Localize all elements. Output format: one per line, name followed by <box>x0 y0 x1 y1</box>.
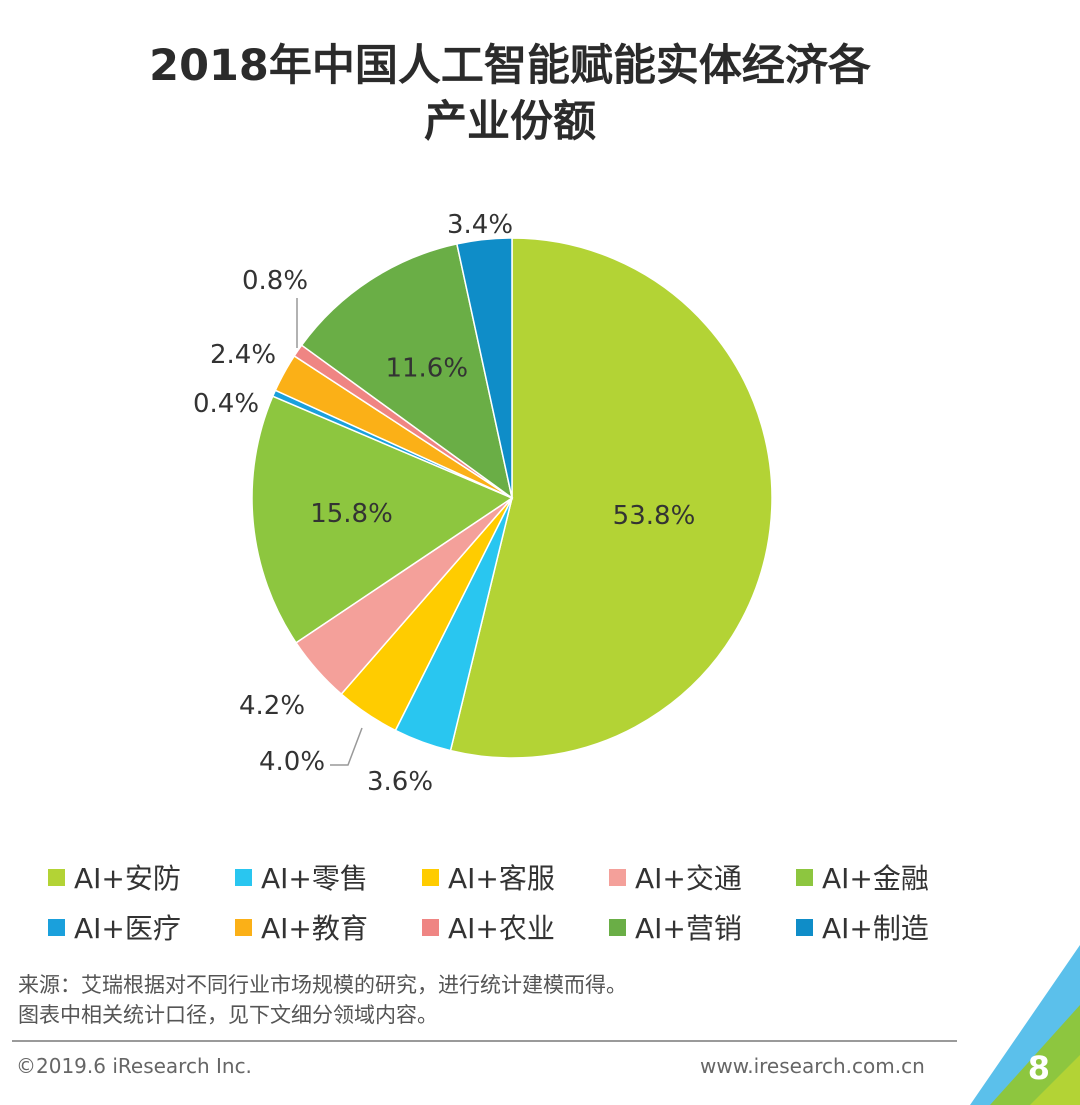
pie-slice <box>251 395 514 644</box>
legend-swatch <box>609 918 626 936</box>
legend-swatch <box>422 918 439 936</box>
legend-label: AI+营销 <box>635 912 742 945</box>
slice-value-label: 4.2% <box>239 691 305 721</box>
legend-label: AI+客服 <box>448 862 555 895</box>
slice-value-label: 15.8% <box>310 499 393 529</box>
chart-title-line1: 2018年中国人工智能赋能实体经济各 <box>149 41 871 91</box>
copyright-text: ©2019.6 iResearch Inc. <box>16 1054 252 1078</box>
chart-title-line2: 产业份额 <box>424 97 596 147</box>
legend-label: AI+交通 <box>635 862 742 895</box>
legend-item: AI+金融 <box>796 857 983 897</box>
source-line-1: 来源：艾瑞根据对不同行业市场规模的研究，进行统计建模而得。 <box>18 973 627 997</box>
slice-value-label: 3.6% <box>367 767 433 797</box>
legend-swatch <box>422 868 439 886</box>
legend-swatch <box>235 918 252 936</box>
page-number: 8 <box>1027 1049 1050 1087</box>
slice-value-label: 0.4% <box>193 389 259 419</box>
slice-value-label: 3.4% <box>447 210 513 240</box>
legend-swatch <box>796 918 813 936</box>
corner-lightgreen-shape <box>1030 1055 1080 1105</box>
source-line-2: 图表中相关统计口径，见下文细分领域内容。 <box>18 1003 438 1027</box>
slice-value-label: 2.4% <box>210 340 276 370</box>
corner-decoration <box>970 945 1080 1105</box>
pie-chart: 53.8% 3.6% 4.0% 4.2% 15.8% 0.4% 2.4% 0.8% 11.6% 3… <box>193 210 773 797</box>
legend-label: AI+零售 <box>261 862 368 895</box>
legend-item: AI+客服 <box>422 857 609 897</box>
slice-value-label: 53.8% <box>613 501 696 531</box>
legend-item: AI+营销 <box>609 907 796 947</box>
legend-item: AI+医疗 <box>48 907 235 947</box>
legend-swatch <box>609 868 626 886</box>
legend-label: AI+制造 <box>822 912 929 945</box>
legend: AI+安防 AI+零售 AI+客服 AI+交通 AI+金融 AI+医疗 AI+教育 AI+农… <box>48 852 1008 952</box>
legend-item: AI+安防 <box>48 857 235 897</box>
leader-line <box>330 727 363 766</box>
legend-item: AI+农业 <box>422 907 609 947</box>
legend-label: AI+金融 <box>822 862 929 895</box>
pie-slice <box>455 237 513 499</box>
legend-swatch <box>235 868 252 886</box>
legend-label: AI+安防 <box>74 862 181 895</box>
legend-item: AI+制造 <box>796 907 983 947</box>
chart-title: 2018年中国人工智能赋能实体经济各 产业份额 <box>0 38 1020 150</box>
legend-item: AI+教育 <box>235 907 422 947</box>
pie-slice <box>300 243 514 500</box>
slice-value-label: 4.0% <box>259 747 325 777</box>
footer-divider <box>12 1040 957 1042</box>
source-note: 来源：艾瑞根据对不同行业市场规模的研究，进行统计建模而得。 图表中相关统计口径，… <box>18 970 627 1030</box>
legend-swatch <box>48 868 65 886</box>
legend-label: AI+农业 <box>448 912 555 945</box>
legend-item: AI+零售 <box>235 857 422 897</box>
slice-value-label: 11.6% <box>385 353 468 383</box>
legend-row: AI+医疗 AI+教育 AI+农业 AI+营销 AI+制造 <box>48 902 1008 952</box>
legend-label: AI+医疗 <box>74 912 181 945</box>
corner-blue-shape <box>970 945 1080 1105</box>
website-url: www.iresearch.com.cn <box>700 1054 925 1078</box>
legend-swatch <box>796 868 813 886</box>
slice-value-label: 0.8% <box>242 266 308 296</box>
legend-row: AI+安防 AI+零售 AI+客服 AI+交通 AI+金融 <box>48 852 1008 902</box>
pie-slice <box>449 237 773 759</box>
legend-label: AI+教育 <box>261 912 368 945</box>
legend-item: AI+交通 <box>609 857 796 897</box>
legend-swatch <box>48 918 65 936</box>
